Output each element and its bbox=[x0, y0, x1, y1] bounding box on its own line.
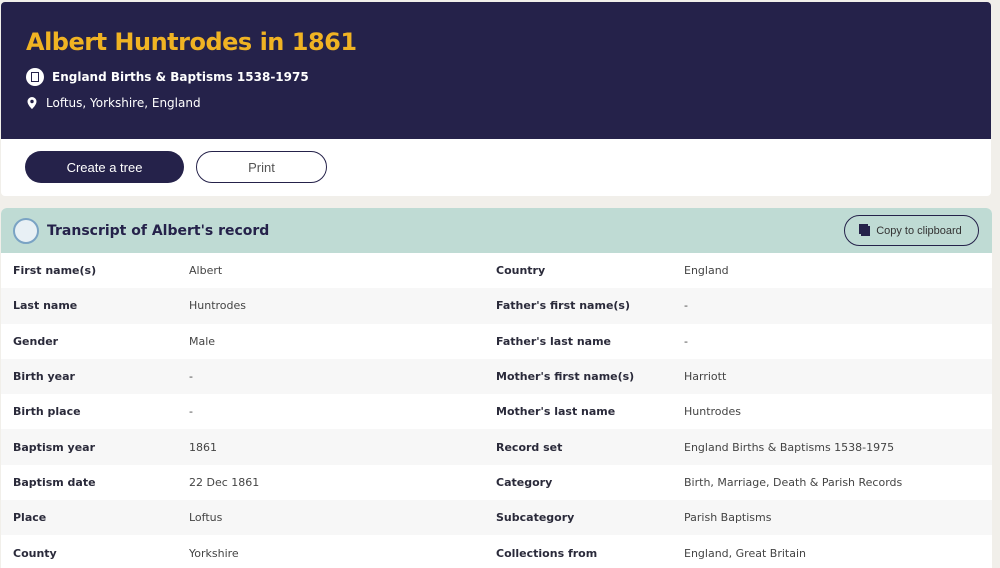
table-row: Birth year - Mother's first name(s) Harriot… bbox=[1, 358, 992, 395]
field-label: Mother's first name(s) bbox=[496, 370, 635, 384]
page-title: Albert Huntrodes in 1861 bbox=[26, 28, 357, 56]
field-label: Baptism year bbox=[13, 440, 96, 454]
field-value: England, Great Britain bbox=[684, 546, 806, 560]
table-row: Baptism date 22 Dec 1861 Category Birth, Ma… bbox=[1, 465, 992, 500]
field-label: Collections from bbox=[496, 546, 598, 560]
transcript-card: Transcript of Albert's record Copy to cl… bbox=[1, 208, 992, 568]
transcript-title: Transcript of Albert's record bbox=[47, 222, 270, 239]
create-tree-button[interactable]: Create a tree bbox=[25, 151, 184, 183]
copy-icon bbox=[861, 225, 871, 236]
field-label: Country bbox=[496, 264, 546, 278]
field-value: Huntrodes bbox=[189, 299, 247, 313]
field-label: Record set bbox=[496, 440, 563, 454]
field-label: Gender bbox=[13, 334, 59, 348]
field-label: Subcategory bbox=[496, 511, 575, 525]
location-label: Loftus, Yorkshire, England bbox=[46, 96, 201, 110]
action-bar: Create a tree Print bbox=[1, 139, 991, 196]
field-value: Yorkshire bbox=[189, 546, 239, 560]
field-value: Harriott bbox=[684, 370, 727, 384]
field-value: Male bbox=[189, 334, 216, 348]
field-value: - bbox=[189, 405, 193, 419]
field-label: Father's last name bbox=[496, 334, 612, 348]
table-row: Birth place - Mother's last name Huntrodes bbox=[1, 394, 992, 429]
table-row: Last name Huntrodes Father's first name(s)… bbox=[1, 288, 992, 324]
record-set: England Births & Baptisms 1538-1975 bbox=[26, 68, 966, 86]
copy-to-clipboard-button[interactable]: Copy to clipboard bbox=[844, 215, 979, 246]
field-value: England Births & Baptisms 1538-1975 bbox=[684, 440, 895, 454]
table-row: First name(s) Albert Country England bbox=[1, 253, 992, 288]
field-value: England bbox=[684, 264, 729, 278]
transcript-header: Transcript of Albert's record Copy to cl… bbox=[1, 208, 992, 253]
field-label: Father's first name(s) bbox=[496, 299, 631, 313]
table-row: County Yorkshire Collections from England, … bbox=[1, 535, 992, 568]
table-row: Baptism year 1861 Record set England Births… bbox=[1, 429, 992, 465]
field-value: 1861 bbox=[189, 440, 217, 454]
location: Loftus, Yorkshire, England bbox=[26, 96, 966, 110]
field-label: Last name bbox=[13, 299, 78, 313]
field-label: First name(s) bbox=[13, 264, 97, 278]
document-icon bbox=[26, 68, 44, 86]
field-label: Birth year bbox=[13, 370, 75, 384]
field-label: County bbox=[13, 546, 57, 560]
table-row: Gender Male Father's last name - bbox=[1, 324, 992, 359]
field-value: - bbox=[684, 299, 688, 313]
field-value: Huntrodes bbox=[684, 405, 742, 419]
field-value: Parish Baptisms bbox=[684, 511, 772, 525]
field-value: Birth, Marriage, Death & Parish Records bbox=[684, 475, 903, 489]
field-value: Albert bbox=[189, 264, 223, 278]
field-value: 22 Dec 1861 bbox=[189, 475, 260, 489]
field-value: Loftus bbox=[189, 511, 223, 525]
person-avatar-icon bbox=[13, 217, 39, 244]
field-value: - bbox=[684, 334, 688, 348]
table-row: Place Loftus Subcategory Parish Baptisms bbox=[1, 500, 992, 536]
copy-label: Copy to clipboard bbox=[876, 224, 962, 237]
transcript-table: First name(s) Albert Country England Last na… bbox=[1, 253, 992, 568]
field-label: Place bbox=[13, 511, 47, 525]
field-label: Birth place bbox=[13, 405, 81, 419]
field-label: Mother's last name bbox=[496, 405, 616, 419]
record-set-label: England Births & Baptisms 1538-1975 bbox=[52, 70, 309, 84]
location-pin-icon bbox=[27, 97, 37, 109]
field-value: - bbox=[189, 370, 193, 384]
record-header: Albert Huntrodes in 1861 England Births … bbox=[1, 2, 991, 139]
print-button[interactable]: Print bbox=[196, 151, 327, 183]
field-label: Category bbox=[496, 475, 553, 489]
field-label: Baptism date bbox=[13, 475, 96, 489]
